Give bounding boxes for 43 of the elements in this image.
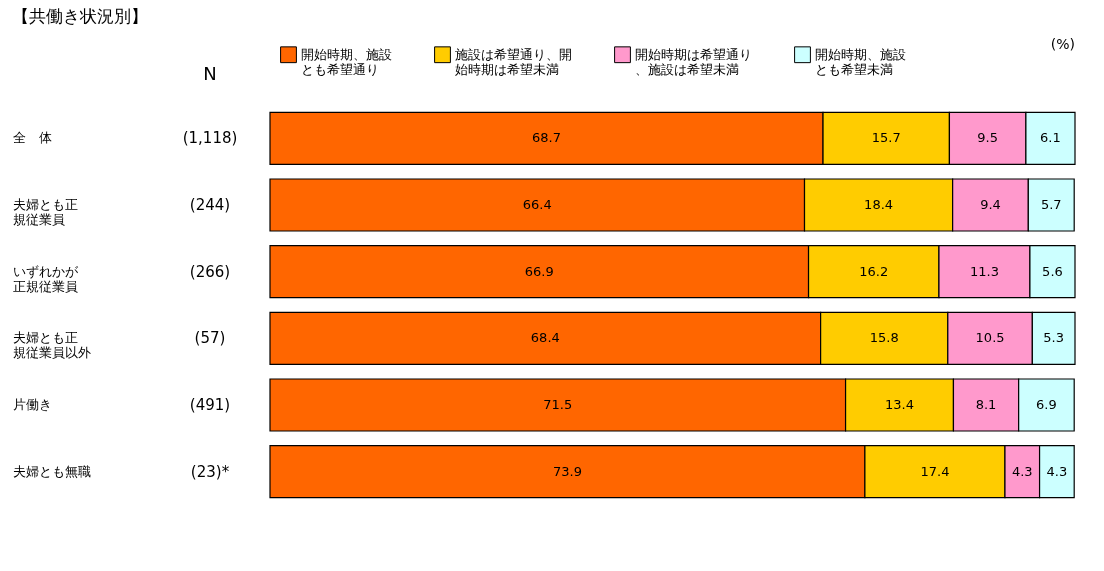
data-label: 9.4 (980, 197, 1001, 212)
y-tick-label: 片働き (12, 397, 52, 412)
text: (491) (189, 396, 231, 414)
data-label: 6.9 (1036, 397, 1057, 412)
y-tick-label: 夫婦とも正規従業員以外 (12, 330, 91, 361)
data-label: 5.6 (1042, 263, 1063, 279)
y-tick-label: 夫婦とも正規従業員 (12, 197, 78, 227)
data-label: 6.1 (1040, 130, 1061, 146)
text: N (203, 63, 217, 84)
y-tick-label: いずれかが正規従業員 (12, 263, 79, 294)
text: (266) (189, 262, 231, 281)
legend-label: 開始時期、施設とも希望未満 (815, 46, 906, 77)
text: (57) (194, 329, 226, 348)
data-label: 66.9 (524, 263, 554, 279)
data-label: 66.4 (522, 197, 552, 212)
data-label: 10.5 (975, 330, 1005, 346)
data-label: 68.4 (530, 330, 560, 346)
text: (%) (1050, 36, 1075, 52)
data-label: 15.7 (871, 130, 901, 146)
text: (23)* (190, 462, 230, 481)
legend-label: 開始時期は希望通り、施設は希望未満 (635, 46, 752, 77)
data-label: 17.4 (920, 463, 950, 479)
y-tick-label: 全 体 (12, 130, 52, 146)
data-label: 73.9 (552, 463, 582, 479)
data-label: 18.4 (864, 197, 894, 212)
text: (1,118) (182, 129, 238, 148)
text: 【共働き状況別】 (12, 6, 148, 26)
data-label: 5.7 (1040, 197, 1062, 212)
data-label: 15.8 (869, 330, 899, 346)
data-label: 11.3 (969, 263, 999, 279)
data-label: 9.5 (977, 130, 998, 146)
data-label: 4.3 (1011, 463, 1033, 479)
data-label: 68.7 (532, 130, 561, 146)
data-label: 4.3 (1046, 463, 1068, 479)
legend-label: 施設は希望通り、開始時期は希望未満 (455, 46, 572, 77)
data-label: 8.1 (975, 397, 997, 412)
data-label: 13.4 (885, 397, 914, 412)
y-tick-label: 夫婦とも無職 (12, 463, 91, 479)
data-label: 5.3 (1043, 330, 1065, 346)
data-label: 71.5 (543, 397, 573, 412)
data-label: 16.2 (859, 263, 889, 279)
legend-label: 開始時期、施設とも希望通り (301, 46, 392, 77)
text: (244) (189, 196, 231, 214)
